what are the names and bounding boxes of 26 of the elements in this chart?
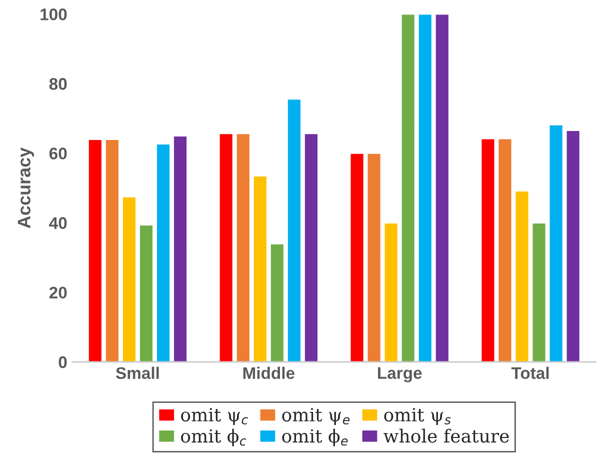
legend-label: omit ψ$_{e}$: [282, 408, 350, 426]
bar: [514, 190, 530, 362]
x-tick-label: Middle: [243, 366, 294, 380]
y-tick-label: 80: [49, 78, 67, 90]
y-tick-label: 40: [49, 217, 67, 229]
bar: [531, 222, 547, 362]
legend-label: omit ϕ$_{e}$: [282, 428, 348, 446]
bar: [366, 152, 382, 362]
legend-label: whole feature: [384, 428, 509, 443]
bar: [565, 130, 581, 362]
bar: [349, 152, 365, 362]
bar: [383, 222, 399, 362]
y-tick-label: 0: [58, 356, 67, 368]
bar: [480, 138, 496, 362]
legend-label: omit ϕ$_{c}$: [181, 428, 246, 446]
x-tick-label: Total: [511, 366, 549, 380]
y-tick-label: 20: [49, 286, 67, 299]
bar: [497, 138, 513, 362]
x-tick-label: Small: [116, 366, 159, 380]
legend-label: omit ψ$_{s}$: [384, 408, 451, 426]
y-tick-label: 60: [49, 148, 67, 160]
y-tick-label: 100: [40, 8, 67, 20]
bar: [548, 124, 564, 362]
legend-label: omit ψ$_{c}$: [181, 408, 248, 426]
y-axis-title: Accuracy: [18, 147, 34, 228]
x-tick-label: Large: [378, 367, 422, 382]
